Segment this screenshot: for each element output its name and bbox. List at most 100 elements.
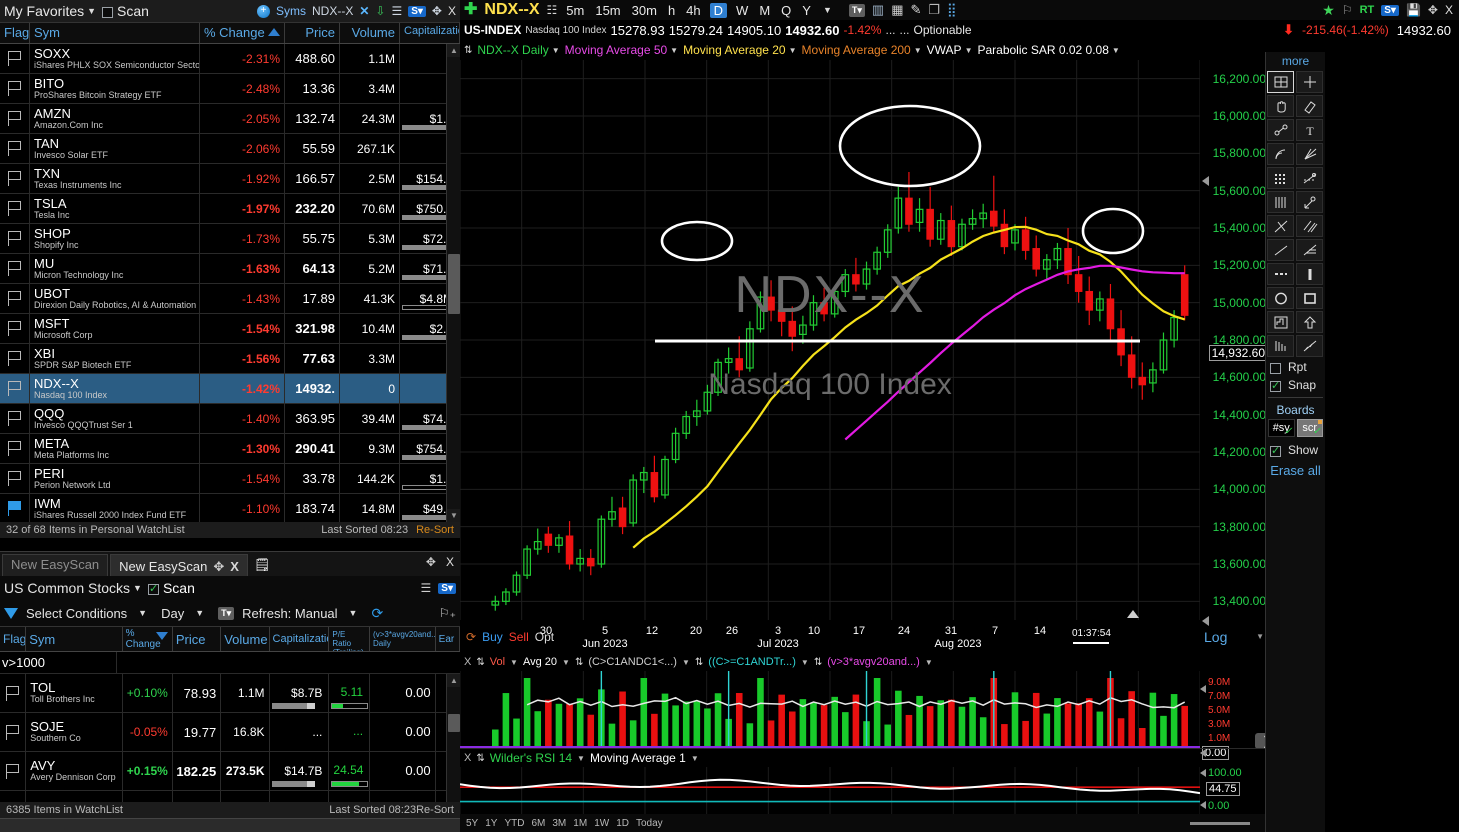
scan-flag-cell[interactable] [0, 752, 27, 790]
row-symbol-cell[interactable]: QQQ Invesco QQQTrust Ser 1 [30, 404, 200, 433]
row-symbol-cell[interactable]: META Meta Platforms Inc [30, 434, 200, 463]
table-row[interactable]: META Meta Platforms Inc -1.30% 290.41 9.3M $7… [0, 434, 460, 464]
grid-dots-icon[interactable] [1267, 167, 1294, 189]
flag-icon[interactable] [7, 141, 22, 156]
scan-resort-button[interactable]: Re-Sort [416, 804, 454, 816]
fan-icon[interactable] [1296, 143, 1323, 165]
chevron-down-icon[interactable]: ▼ [510, 657, 518, 667]
col-sym[interactable]: Sym [30, 23, 200, 43]
timeframe-y[interactable]: Y [802, 2, 811, 18]
drag-handle-icon[interactable]: ⇅ [813, 656, 823, 668]
volume-indicator-1[interactable]: Avg 20 [522, 656, 558, 668]
move-icon[interactable]: ✥ [1427, 3, 1438, 17]
scan-checkbox[interactable] [147, 582, 159, 595]
indicator-label-3[interactable]: Moving Average 200 [801, 43, 911, 57]
timeframe-m[interactable]: M [759, 2, 771, 18]
flag-icon[interactable] [7, 441, 22, 456]
tv-icon[interactable]: T▾ [218, 606, 235, 620]
date-axis[interactable]: 30 5 12 20 26 3 10 17 24 31 7 14 Jun 2023 Jul 2023 Aug… [460, 610, 1200, 653]
watchlist-scrollbar[interactable]: ▲ ▼ [446, 44, 460, 522]
chevron-down-icon[interactable]: ▼ [670, 45, 679, 55]
range-today[interactable]: Today [635, 817, 663, 829]
flag-icon[interactable] [7, 291, 22, 306]
vertical-line-icon[interactable] [1296, 263, 1323, 285]
chevron-down-icon[interactable]: ▼ [822, 5, 832, 15]
table-row[interactable]: TSLA Tesla Inc -1.97% 232.20 70.6M $750.7 [0, 194, 460, 224]
flag-icon[interactable]: ⚐ [1341, 3, 1353, 17]
rpt-toggle[interactable]: Rpt [1266, 358, 1325, 376]
timeframe-30m[interactable]: 30m [631, 2, 657, 18]
row-flag-cell[interactable] [0, 464, 30, 493]
flag-icon[interactable] [7, 351, 22, 366]
col-capitalization[interactable]: Capitalization [400, 23, 460, 43]
timeframe-d[interactable]: D [709, 2, 728, 18]
rpt-checkbox[interactable] [1270, 362, 1281, 374]
scrollbar-thumb[interactable] [448, 254, 460, 314]
more-tools-button[interactable]: more [1266, 52, 1325, 70]
flag-icon[interactable] [7, 201, 22, 216]
volume-indicator-3[interactable]: ((C>=C1ANDTr...) [708, 656, 796, 668]
drag-handle-icon[interactable]: ⇅ [574, 656, 584, 668]
row-symbol-cell[interactable]: TSLA Tesla Inc [30, 194, 200, 223]
crosshair-grid-icon[interactable] [1267, 71, 1294, 93]
chevron-down-icon[interactable]: ▼ [788, 45, 797, 55]
table-row[interactable]: IWM iShares Russell 2000 Index Fund ETF -1… [0, 494, 460, 522]
close-icon[interactable]: X [464, 752, 471, 764]
scrollbar-thumb[interactable] [448, 714, 460, 732]
slope-line-icon[interactable] [1267, 239, 1294, 261]
scan-col-pe[interactable]: P/E Ratio(Trailing) [329, 627, 371, 651]
snap-checkbox[interactable] [1270, 379, 1281, 392]
range-1y[interactable]: 1Y [485, 817, 498, 829]
table-row[interactable]: AVY Avery Dennison Corp +0.15% 182.25 273.5K… [0, 752, 461, 791]
table-row[interactable]: TOL Toll Brothers Inc +0.10% 78.93 1.1M $8.7B… [0, 674, 461, 713]
timeframe-15m[interactable]: 15m [595, 2, 621, 18]
row-symbol-cell[interactable]: SHOP Shopify Inc [30, 224, 200, 253]
drag-handle-icon[interactable]: ⇅ [694, 656, 704, 668]
chevron-down-icon[interactable]: ▼ [964, 45, 973, 55]
pencil-icon[interactable]: ✎ [910, 2, 922, 17]
scan-col-price[interactable]: Price [173, 627, 222, 651]
chevron-down-icon[interactable]: ▼ [913, 45, 922, 55]
range-6m[interactable]: 6M [531, 817, 546, 829]
scroll-marker-icon[interactable] [1127, 610, 1139, 618]
table-row[interactable]: NDX--X Nasdaq 100 Index -1.42% 14932. 0 [0, 374, 460, 404]
row-symbol-cell[interactable]: AMZN Amazon.Com Inc [30, 104, 200, 133]
flag-icon[interactable] [7, 321, 22, 336]
current-symbol-label[interactable]: NDX--X [311, 4, 354, 18]
flag-icon[interactable] [7, 81, 22, 96]
chevron-down-icon[interactable]: ▼ [87, 6, 97, 16]
anchor-icon[interactable] [1296, 191, 1323, 213]
dashed-line-icon[interactable] [1267, 263, 1294, 285]
close-icon[interactable]: X [464, 656, 471, 668]
rsi-plot[interactable] [459, 767, 1201, 815]
timeframe-h[interactable]: h [667, 2, 676, 18]
erase-all-button[interactable]: Erase all [1266, 459, 1325, 478]
tv-icon[interactable]: T▾ [848, 3, 865, 17]
range-1w[interactable]: 1W [594, 817, 610, 829]
scroll-up-icon[interactable]: ▲ [447, 674, 461, 687]
star-icon[interactable]: ★ [1322, 1, 1335, 18]
add-symbol-icon[interactable]: ✚ [464, 1, 478, 18]
row-symbol-cell[interactable]: IWM iShares Russell 2000 Index Fund ETF [30, 494, 200, 522]
chevron-down-icon[interactable]: ▼ [800, 657, 809, 667]
save-icon[interactable]: 💾 [1405, 3, 1421, 17]
scan-col-change[interactable]: % Change [123, 627, 173, 651]
flag-icon[interactable] [5, 763, 20, 779]
table-row[interactable]: TXN Texas Instruments Inc -1.92% 166.57 2.5M… [0, 164, 460, 194]
price-axis[interactable]: 16,200.00 16,000.00 15,800.00 15,600.00 15,4… [1200, 60, 1270, 653]
step-line-icon[interactable] [1267, 311, 1294, 333]
chevron-down-icon[interactable]: ▼ [195, 608, 205, 618]
row-flag-cell[interactable] [0, 344, 30, 373]
tab-new-easyscan-inactive[interactable]: New EasyScan [2, 554, 109, 576]
row-flag-cell[interactable] [0, 104, 30, 133]
refresh-icon[interactable]: ⟳ [466, 630, 477, 644]
flag-icon[interactable] [7, 501, 22, 516]
chart-symbol[interactable]: NDX--X [484, 1, 540, 18]
flag-icon[interactable] [5, 685, 20, 701]
share-icon[interactable]: ⣿ [947, 2, 957, 17]
volume-indicator-0[interactable]: Vol [489, 656, 506, 668]
buy-button[interactable]: Buy [482, 630, 503, 644]
move-icon[interactable]: ✥ [213, 558, 225, 574]
range-3m[interactable]: 3M [552, 817, 567, 829]
show-checkbox[interactable] [1270, 444, 1281, 457]
